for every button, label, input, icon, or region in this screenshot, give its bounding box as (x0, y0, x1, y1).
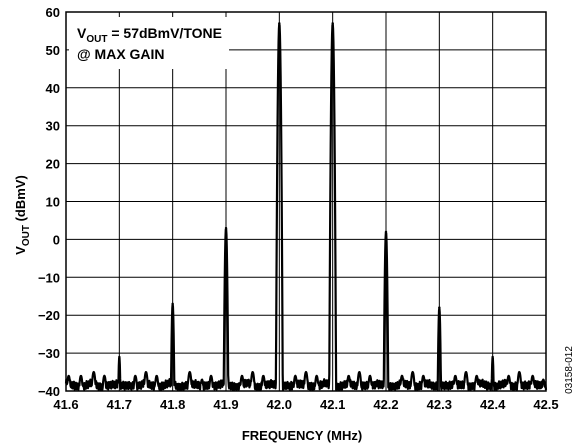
x-tick-label: 42.4 (480, 397, 506, 412)
x-tick-label: 42.3 (427, 397, 452, 412)
x-tick-label: 41.8 (160, 397, 185, 412)
annotation-line-1: VOUT = 57dBmV/TONE (77, 25, 222, 45)
y-axis-title-sub: OUT (21, 225, 32, 246)
x-tick-label: 42.2 (373, 397, 398, 412)
tone-peak-point (491, 355, 494, 359)
y-tick-label: 50 (46, 43, 60, 58)
y-tick-label: −20 (38, 308, 60, 323)
annotation-line-2: @ MAX GAIN (77, 46, 165, 62)
tone-peak-point (278, 22, 281, 25)
tone-peak-point (224, 226, 228, 230)
y-tick-label: −30 (38, 346, 60, 361)
y-axis-title: VOUT (dBmV) (13, 175, 32, 255)
y-tick-label: 30 (46, 119, 60, 134)
annotation-rest: = 57dBmV/TONE (107, 25, 222, 41)
y-tick-labels: 60 50 40 30 20 10 0 −10 −20 −30 −40 (38, 5, 60, 399)
figure-id: 03158-012 (564, 346, 575, 394)
tone-peak-point (331, 22, 334, 25)
tone-peak-point (438, 306, 441, 309)
x-axis-title: FREQUENCY (MHz) (242, 428, 362, 443)
y-tick-label: 0 (53, 232, 60, 247)
annotation-v: V (77, 25, 87, 41)
y-tick-label: 10 (46, 195, 60, 210)
tone-peak-point (118, 355, 121, 359)
x-tick-label: 41.7 (107, 397, 132, 412)
spectrum-trace (64, 22, 548, 391)
annotation-box (69, 17, 229, 69)
y-tick-label: 40 (46, 81, 60, 96)
y-tick-label: 60 (46, 5, 60, 20)
plot-border (65, 11, 547, 392)
tone-peak-point (384, 230, 388, 234)
y-tick-label: −10 (38, 270, 60, 285)
x-tick-label: 42.0 (267, 397, 292, 412)
spectrum-series (64, 22, 548, 391)
y-tick-label: −40 (38, 384, 60, 399)
y-axis-title-rest: (dBmV) (13, 175, 28, 225)
x-tick-label: 41.9 (213, 397, 238, 412)
x-tick-label: 42.5 (533, 397, 558, 412)
x-tick-labels: 41.6 41.7 41.8 41.9 42.0 42.1 42.2 42.3 42.4 42.5 (53, 397, 558, 412)
annotation-sub: OUT (86, 34, 107, 45)
tone-peak-point (171, 302, 174, 306)
x-tick-label: 42.1 (320, 397, 345, 412)
y-axis-title-v: V (13, 246, 28, 255)
x-tick-label: 41.6 (53, 397, 78, 412)
y-tick-label: 20 (46, 157, 60, 172)
